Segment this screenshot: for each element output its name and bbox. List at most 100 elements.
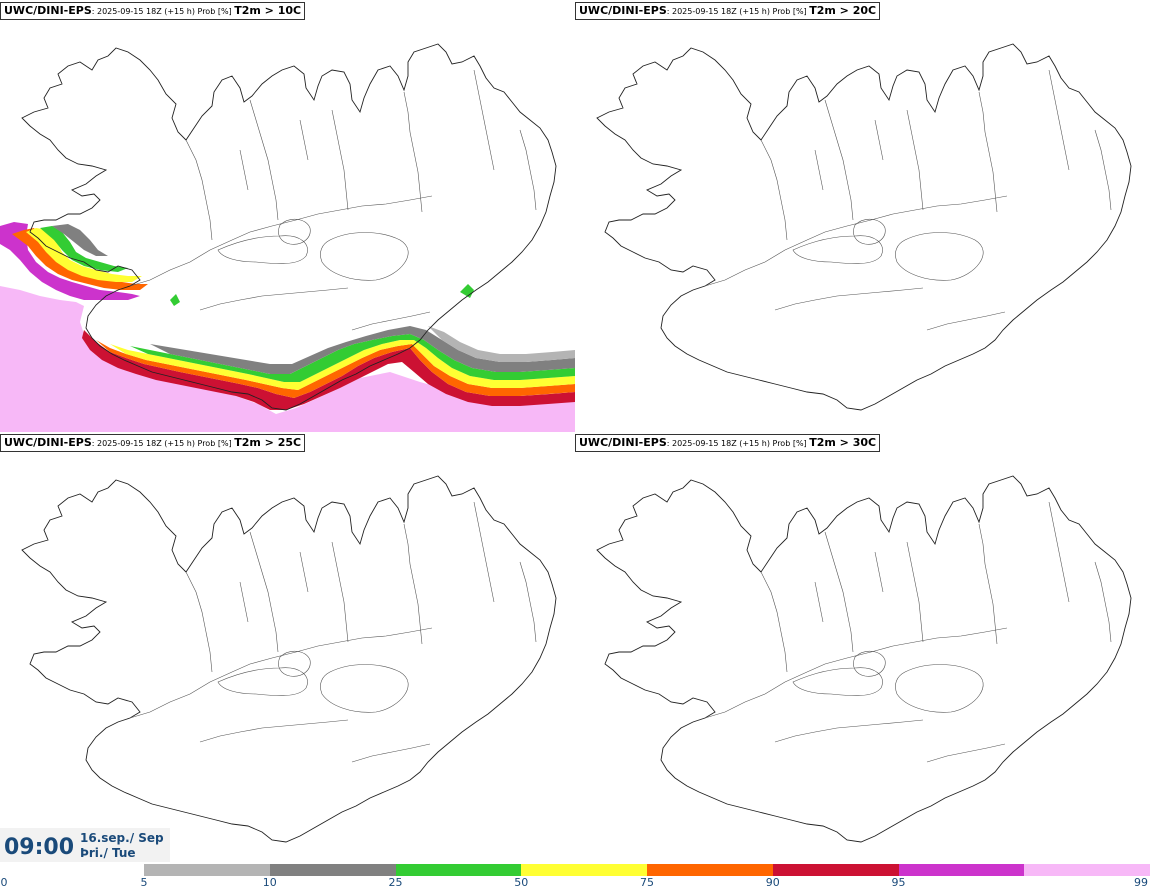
iceland-map: [596, 43, 1132, 411]
map-line: [199, 287, 349, 311]
map-line: [351, 743, 431, 763]
iceland-coastline: [21, 43, 557, 411]
map-line: [278, 651, 311, 677]
map-line: [519, 129, 537, 211]
iceland-coastline: [596, 43, 1132, 411]
probability-contour: [150, 326, 575, 374]
map-line: [926, 743, 1006, 763]
iceland-coastline: [21, 475, 557, 843]
coastline: [596, 43, 1132, 411]
colorbar-segment: [269, 864, 396, 876]
colorbar-segment: [898, 864, 1025, 876]
probability-contour: [26, 228, 142, 282]
iceland-map: [21, 475, 557, 843]
colorbar-tick-label: 50: [514, 876, 529, 889]
map-line: [299, 551, 309, 593]
colorbar-segment: [395, 864, 522, 876]
map-line: [199, 719, 349, 743]
map-line: [473, 501, 495, 603]
panel-title: UWC/DINI-EPS: 2025-09-15 18Z (+15 h) Pro…: [0, 434, 306, 452]
valid-time: 09:00: [4, 835, 75, 860]
probability-contour: [428, 326, 575, 362]
map-line: [519, 561, 537, 643]
map-panel-t2m-10c: UWC/DINI-EPS: 2025-09-15 18Z (+15 h) Pro…: [0, 0, 575, 432]
colorbar-segment: [772, 864, 899, 876]
map-panel-t2m-30c: UWC/DINI-EPS: 2025-09-15 18Z (+15 h) Pro…: [575, 432, 1150, 864]
probability-colorbar: [144, 864, 1150, 876]
map-line: [704, 627, 1008, 719]
colorbar-segment: [144, 864, 270, 876]
map-line: [249, 99, 279, 221]
coastline: [21, 475, 557, 843]
map-line: [403, 91, 423, 213]
map-line: [1094, 129, 1112, 211]
colorbar-tick-label: 5: [140, 876, 148, 889]
valid-time-box: 09:00 16.sep./ Sep Þri./ Tue: [0, 828, 170, 862]
colorbar-tick-label: 95: [891, 876, 906, 889]
map-line: [824, 531, 854, 653]
colorbar-tick-label: 75: [640, 876, 654, 889]
map-line: [792, 667, 883, 696]
map-line: [814, 581, 824, 623]
map-line: [239, 149, 249, 191]
map-line: [906, 541, 924, 643]
map-line: [278, 219, 311, 245]
map-line: [249, 531, 279, 653]
iceland-map: [596, 475, 1132, 843]
probability-contour: [110, 340, 575, 390]
map-line: [217, 235, 308, 264]
probability-contour: [40, 226, 128, 272]
map-line: [814, 149, 824, 191]
iceland-map: [0, 43, 575, 432]
map-panel-t2m-25c: UWC/DINI-EPS: 2025-09-15 18Z (+15 h) Pro…: [0, 432, 575, 864]
map-line: [874, 551, 884, 593]
map-line: [217, 667, 308, 696]
colorbar-segment: [521, 864, 647, 876]
map-line: [774, 287, 924, 311]
map-line: [978, 91, 998, 213]
map-line: [1048, 501, 1070, 603]
map-line: [129, 195, 433, 287]
colorbar-segment: [647, 864, 773, 876]
map-line: [978, 523, 998, 645]
map-line: [320, 232, 409, 281]
probability-contour: [130, 334, 575, 382]
map-line: [1048, 69, 1070, 171]
map-line: [824, 99, 854, 221]
map-line: [320, 664, 409, 713]
map-line: [874, 119, 884, 161]
map-line: [403, 523, 423, 645]
coastline: [596, 475, 1132, 843]
probability-contour: [170, 294, 180, 306]
probability-contour: [0, 286, 575, 432]
map-line: [351, 311, 431, 331]
valid-day: Þri./ Tue: [80, 846, 136, 860]
valid-date: 16.sep./ Sep: [80, 831, 164, 845]
colorbar-tick-label: 90: [765, 876, 780, 889]
map-line: [185, 571, 213, 673]
map-line: [853, 219, 886, 245]
map-line: [853, 651, 886, 677]
map-line: [906, 109, 924, 211]
iceland-coastline: [596, 475, 1132, 843]
probability-contour: [96, 340, 575, 398]
map-line: [895, 232, 984, 281]
map-line: [1094, 561, 1112, 643]
map-line: [331, 541, 349, 643]
map-line: [895, 664, 984, 713]
colorbar-tick-label: 99: [1134, 876, 1148, 889]
map-line: [239, 581, 249, 623]
panel-title: UWC/DINI-EPS: 2025-09-15 18Z (+15 h) Pro…: [575, 2, 881, 20]
probability-contour: [0, 222, 140, 300]
map-line: [760, 139, 788, 241]
map-line: [185, 139, 213, 241]
map-line: [774, 719, 924, 743]
map-line: [331, 109, 349, 211]
map-line: [473, 69, 495, 171]
colorbar-segment: [1024, 864, 1150, 876]
probability-field: [0, 222, 575, 432]
panel-title: UWC/DINI-EPS: 2025-09-15 18Z (+15 h) Pro…: [0, 2, 306, 20]
map-line: [792, 235, 883, 264]
colorbar-tick-label: 25: [388, 876, 403, 889]
coastline: [21, 43, 557, 411]
